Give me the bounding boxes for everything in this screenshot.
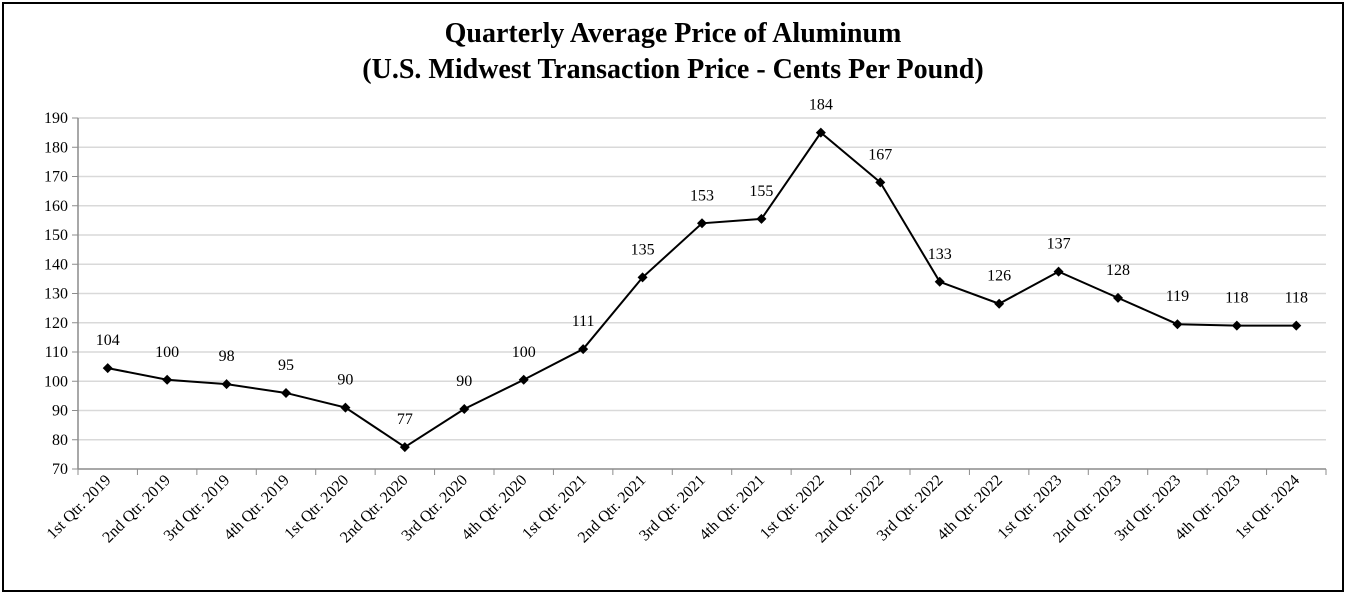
data-point-marker [815, 127, 826, 138]
data-point-marker [1231, 320, 1242, 331]
data-label: 137 [1047, 236, 1071, 253]
data-point-marker [697, 218, 707, 229]
y-tick-label: 70 [52, 461, 68, 478]
data-point-marker [459, 404, 470, 415]
data-point-marker [221, 379, 232, 390]
data-label: 167 [868, 146, 892, 163]
y-tick-label: 130 [44, 286, 68, 303]
y-tick-label: 120 [44, 315, 68, 332]
data-point-marker [102, 363, 113, 374]
data-label: 184 [809, 97, 833, 114]
data-label: 135 [631, 241, 655, 258]
y-tick-label: 170 [44, 169, 68, 186]
data-label: 100 [155, 344, 179, 361]
y-axis-ticks: 70 80 90 100 110 120 130 140 150 160 170 180 190 [44, 110, 78, 478]
data-label: 133 [928, 246, 952, 263]
series-line [107, 131, 1297, 449]
y-tick-label: 160 [44, 198, 68, 215]
data-point-marker [1053, 266, 1064, 277]
data-point-marker [518, 374, 529, 385]
data-point-marker [281, 387, 291, 398]
y-tick-label: 150 [44, 227, 68, 244]
y-tick-label: 80 [52, 432, 68, 449]
data-label: 90 [456, 373, 472, 390]
x-tick-label: 1st Qtr. 2024 [1232, 472, 1303, 543]
data-point-marker [994, 298, 1005, 309]
y-tick-label: 180 [44, 139, 68, 156]
data-point-marker [399, 442, 410, 453]
data-label: 90 [337, 372, 353, 389]
gridlines [78, 117, 1326, 441]
data-point-marker [1172, 319, 1183, 330]
y-tick-label: 110 [45, 344, 68, 361]
data-label: 155 [749, 183, 773, 200]
data-point-marker [162, 374, 173, 385]
data-label: 111 [572, 313, 595, 330]
data-point-marker [1113, 292, 1123, 303]
data-label: 119 [1166, 288, 1189, 305]
y-tick-label: 190 [44, 110, 68, 127]
data-label: 118 [1225, 290, 1248, 307]
y-tick-label: 90 [52, 403, 68, 420]
data-point-marker [1291, 320, 1302, 331]
y-tick-label: 140 [44, 256, 68, 273]
line-chart: Quarterly Average Price of Aluminum (U.S… [44, 18, 1327, 546]
data-labels: 104 100 98 95 90 77 90 100 111 135 153 155 184 167 133… [96, 97, 1308, 428]
data-label: 98 [219, 348, 235, 365]
chart-subtitle: (U.S. Midwest Transaction Price - Cents … [362, 54, 983, 85]
y-tick-label: 100 [44, 373, 68, 390]
chart-title: Quarterly Average Price of Aluminum [445, 18, 902, 49]
data-point-marker [637, 272, 648, 283]
data-label: 153 [690, 187, 714, 204]
data-point-marker [756, 213, 767, 224]
data-label: 128 [1106, 262, 1130, 279]
data-label: 104 [96, 332, 120, 349]
data-point-marker [875, 177, 886, 188]
data-label: 77 [397, 411, 413, 428]
data-point-marker [340, 402, 351, 413]
data-label: 100 [512, 344, 536, 361]
data-label: 95 [278, 357, 294, 374]
data-label: 126 [987, 268, 1011, 285]
data-point-marker [578, 344, 589, 355]
price-series [102, 127, 1302, 453]
data-point-marker [934, 276, 945, 287]
data-label: 118 [1285, 290, 1308, 307]
